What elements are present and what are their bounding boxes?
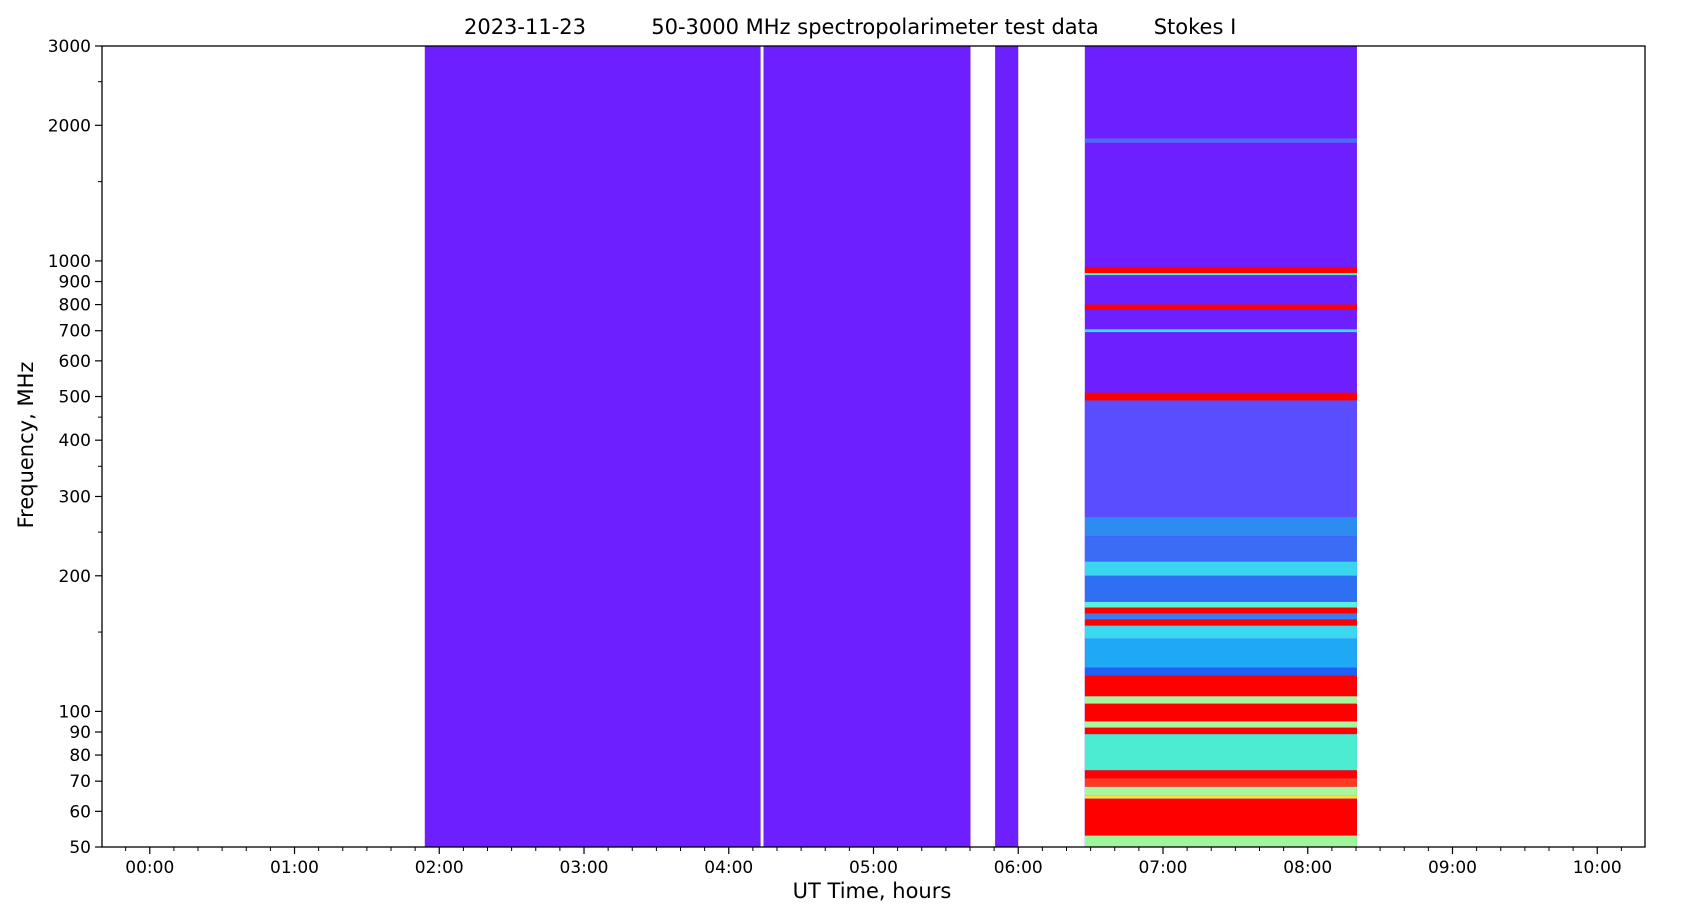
x-tick-label: 09:00	[1428, 858, 1477, 878]
spectral-band-20	[1084, 696, 1357, 704]
spectral-band-7	[1084, 400, 1357, 518]
x-axis: 00:00 01:00 02:00 03:00 04:00 05:00 06:00 07:00…	[125, 847, 1622, 878]
y-tick-label: 2000	[48, 116, 91, 136]
data-block-0	[424, 46, 761, 847]
chart-title: 2023-11-23 50-3000 MHz spectropolarimete…	[464, 15, 1236, 39]
spectral-band-15	[1084, 619, 1357, 626]
y-axis-label: Frequency, MHz	[14, 362, 38, 529]
y-tick-label: 3000	[48, 37, 91, 57]
y-tick-label: 500	[59, 388, 91, 408]
spectral-band-17	[1084, 638, 1357, 668]
spectral-band-0	[1084, 138, 1357, 143]
y-tick-label: 80	[69, 746, 91, 766]
plot-frame	[101, 45, 1646, 848]
x-tick-label: 10:00	[1573, 858, 1622, 878]
spectral-band-29	[1084, 798, 1357, 836]
y-tick-label: 900	[59, 273, 91, 293]
x-tick-label: 06:00	[994, 858, 1043, 878]
spectral-band-22	[1084, 721, 1357, 728]
spectral-band-12	[1084, 601, 1357, 608]
y-tick-label: 70	[69, 772, 91, 792]
spectral-band-9	[1084, 536, 1357, 562]
y-tick-label: 50	[69, 838, 91, 858]
spectral-band-25	[1084, 770, 1357, 779]
spectral-band-26	[1084, 778, 1357, 787]
spectral-band-8	[1084, 517, 1357, 537]
plot-area	[424, 46, 1357, 847]
title-description: 50-3000 MHz spectropolarimeter test data	[651, 15, 1099, 39]
spectral-band-19	[1084, 675, 1357, 697]
y-tick-label: 200	[59, 567, 91, 587]
x-tick-label: 00:00	[125, 858, 174, 878]
spectral-band-30	[1084, 835, 1357, 847]
spectral-band-13	[1084, 607, 1357, 614]
y-tick-label: 90	[69, 723, 91, 743]
y-tick-label: 1000	[48, 252, 91, 272]
y-tick-label: 700	[59, 322, 91, 342]
spectral-band-2	[1084, 273, 1357, 276]
x-tick-label: 02:00	[415, 858, 464, 878]
x-tick-label: 03:00	[560, 858, 609, 878]
spectral-band-24	[1084, 734, 1357, 771]
spectral-band-16	[1084, 625, 1357, 639]
data-block-1	[763, 46, 971, 847]
x-tick-label: 05:00	[849, 858, 898, 878]
x-tick-label: 08:00	[1283, 858, 1332, 878]
y-tick-label: 60	[69, 802, 91, 822]
y-tick-label: 300	[59, 487, 91, 507]
title-date: 2023-11-23	[464, 15, 586, 39]
x-axis-label: UT Time, hours	[793, 879, 952, 903]
spectral-band-21	[1084, 703, 1357, 722]
y-tick-label: 100	[59, 702, 91, 722]
spectral-band-23	[1084, 727, 1357, 735]
spectral-band-27	[1084, 786, 1357, 796]
spectral-band-4	[1084, 329, 1357, 333]
y-tick-label: 400	[59, 431, 91, 451]
title-stokes: Stokes I	[1154, 15, 1237, 39]
data-block-2	[995, 46, 1019, 847]
spectral-band-18	[1084, 667, 1357, 676]
spectral-band-5	[1084, 392, 1357, 401]
y-tick-label: 600	[59, 352, 91, 372]
y-tick-label: 800	[59, 296, 91, 316]
spectral-band-10	[1084, 561, 1357, 576]
spectral-band-1	[1084, 266, 1357, 274]
x-tick-label: 01:00	[270, 858, 319, 878]
spectral-band-3	[1084, 304, 1357, 310]
spectral-band-14	[1084, 613, 1357, 620]
x-tick-label: 07:00	[1138, 858, 1187, 878]
x-tick-label: 04:00	[704, 858, 753, 878]
spectral-band-11	[1084, 575, 1357, 602]
spectral-band-28	[1084, 795, 1357, 799]
